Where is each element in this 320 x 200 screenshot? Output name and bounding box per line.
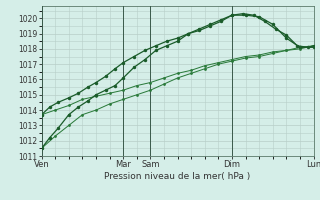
X-axis label: Pression niveau de la mer( hPa ): Pression niveau de la mer( hPa ): [104, 172, 251, 181]
